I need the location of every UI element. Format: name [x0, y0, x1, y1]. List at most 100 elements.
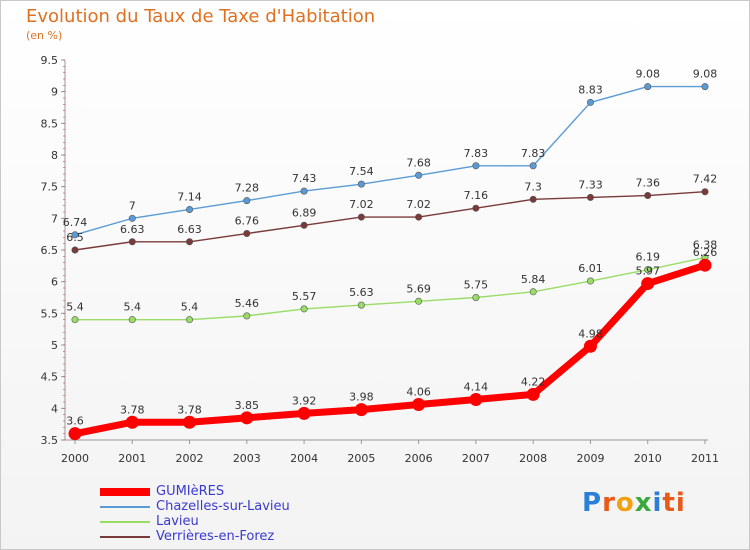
data-point [68, 427, 82, 441]
data-point [186, 316, 194, 324]
data-point [698, 258, 712, 272]
data-label: 5.97 [635, 265, 660, 278]
data-label: 5.57 [292, 290, 317, 303]
x-tick-label: 2010 [634, 452, 662, 465]
data-point [71, 246, 79, 254]
x-tick-label: 2004 [290, 452, 318, 465]
data-point [300, 305, 308, 313]
x-tick-label: 2009 [576, 452, 604, 465]
data-label: 5.84 [521, 273, 546, 286]
data-point [415, 213, 423, 221]
data-label: 5.4 [181, 301, 199, 314]
legend-item: Lavieu [100, 514, 290, 529]
series-line [74, 85, 705, 236]
y-tick-label: 5.5 [41, 307, 59, 320]
data-label: 6.76 [235, 215, 260, 228]
data-label: 6.63 [177, 223, 202, 236]
data-label: 5.63 [349, 286, 374, 299]
chart-subtitle: (en %) [26, 29, 63, 42]
data-label: 4.98 [578, 327, 603, 340]
data-point [583, 339, 597, 353]
data-point [128, 238, 136, 246]
data-point [128, 214, 136, 222]
data-label: 6.5 [66, 231, 84, 244]
data-point [71, 316, 79, 324]
data-point [641, 277, 655, 291]
data-point [243, 197, 251, 205]
chart-title: Evolution du Taux de Taxe d'Habitation [26, 6, 376, 27]
data-label: 7.42 [693, 173, 718, 186]
data-label: 5.4 [66, 301, 84, 314]
data-point [125, 415, 139, 429]
data-label: 3.78 [120, 403, 145, 416]
data-label: 3.85 [235, 399, 260, 412]
data-point [71, 231, 79, 239]
data-point [243, 230, 251, 238]
data-label: 6.89 [292, 206, 317, 219]
data-label: 6.63 [120, 223, 145, 236]
y-tick-label: 9.5 [41, 54, 59, 67]
data-label: 7.68 [406, 156, 431, 169]
data-label: 6.74 [63, 216, 88, 229]
data-point [183, 415, 197, 429]
legend-item: Verrières-en-Forez [100, 529, 290, 544]
data-point [240, 411, 254, 425]
legend-swatch [100, 505, 150, 508]
data-label: 7.43 [292, 172, 317, 185]
data-label: 5.75 [464, 279, 489, 292]
data-point [586, 277, 594, 285]
data-label: 7.3 [524, 180, 542, 193]
data-point [644, 83, 652, 91]
data-label: 7.83 [464, 147, 489, 160]
data-point [186, 238, 194, 246]
legend-label: Lavieu [156, 514, 199, 529]
data-point [300, 187, 308, 195]
data-label: 8.83 [578, 83, 603, 96]
data-label: 7.02 [349, 198, 374, 211]
data-point [586, 98, 594, 106]
y-tick-label: 7 [51, 212, 58, 225]
data-point [357, 213, 365, 221]
x-tick-label: 2000 [61, 452, 89, 465]
data-point [354, 403, 368, 417]
y-tick-label: 4.5 [41, 371, 59, 384]
legend-swatch [100, 520, 150, 523]
data-point [529, 288, 537, 296]
series-line [75, 256, 706, 321]
data-point [128, 316, 136, 324]
data-point [300, 221, 308, 229]
data-label: 7.83 [521, 147, 546, 160]
legend: GUMIèRES Chazelles-sur-Lavieu Lavieu Verriè… [100, 484, 290, 544]
data-point [526, 387, 540, 401]
data-label: 6.01 [578, 262, 603, 275]
data-point [644, 192, 652, 200]
data-label: 3.92 [292, 394, 317, 407]
data-label: 5.46 [235, 297, 260, 310]
data-point [701, 188, 709, 196]
data-point [357, 180, 365, 188]
y-tick-label: 8 [51, 149, 58, 162]
data-point [529, 162, 537, 170]
data-label: 7 [129, 199, 136, 212]
data-label: 6.38 [693, 239, 718, 252]
legend-label: GUMIèRES [156, 484, 225, 499]
data-point [412, 398, 426, 412]
data-point [472, 204, 480, 212]
x-tick-label: 2006 [405, 452, 433, 465]
legend-label: Verrières-en-Forez [156, 529, 275, 544]
data-label: 4.06 [406, 386, 431, 399]
data-point [529, 195, 537, 203]
x-tick-label: 2007 [462, 452, 490, 465]
series-line [74, 261, 707, 438]
data-label: 7.36 [635, 177, 660, 190]
data-point [357, 301, 365, 309]
x-tick-label: 2002 [176, 452, 204, 465]
x-tick-label: 2008 [519, 452, 547, 465]
data-label: 7.33 [578, 178, 603, 191]
x-tick-label: 2005 [347, 452, 375, 465]
data-label: 7.14 [177, 190, 202, 203]
data-label: 4.14 [464, 380, 489, 393]
data-label: 9.08 [693, 68, 718, 81]
